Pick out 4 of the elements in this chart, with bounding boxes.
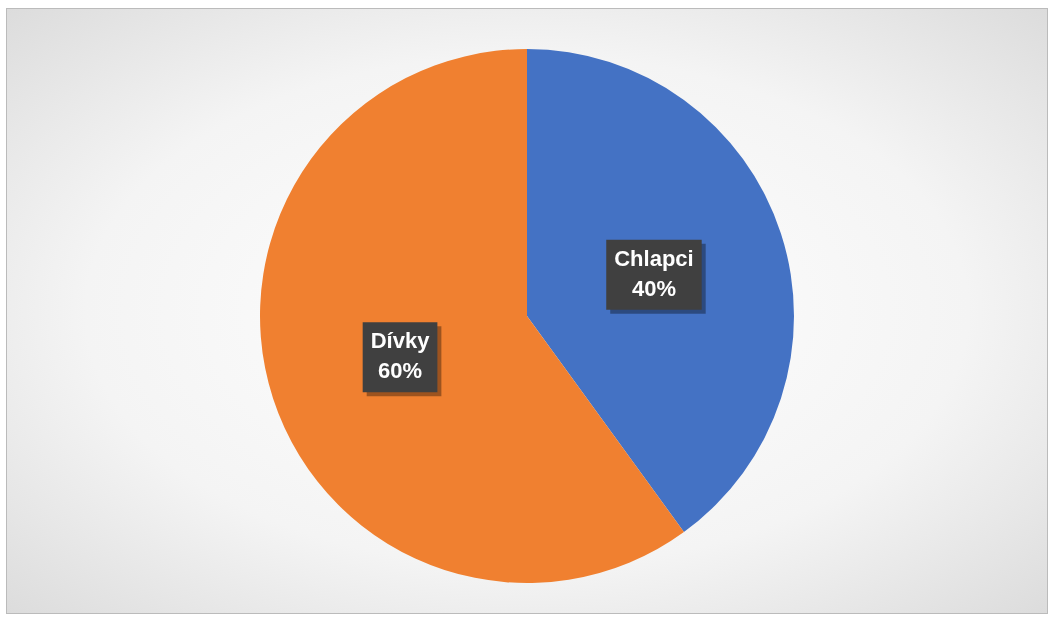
slice-label: Dívky [370,328,431,354]
data-label: 40% [631,275,676,301]
data-label: 60% [378,358,423,384]
slice-label: Chlapci [614,245,694,271]
